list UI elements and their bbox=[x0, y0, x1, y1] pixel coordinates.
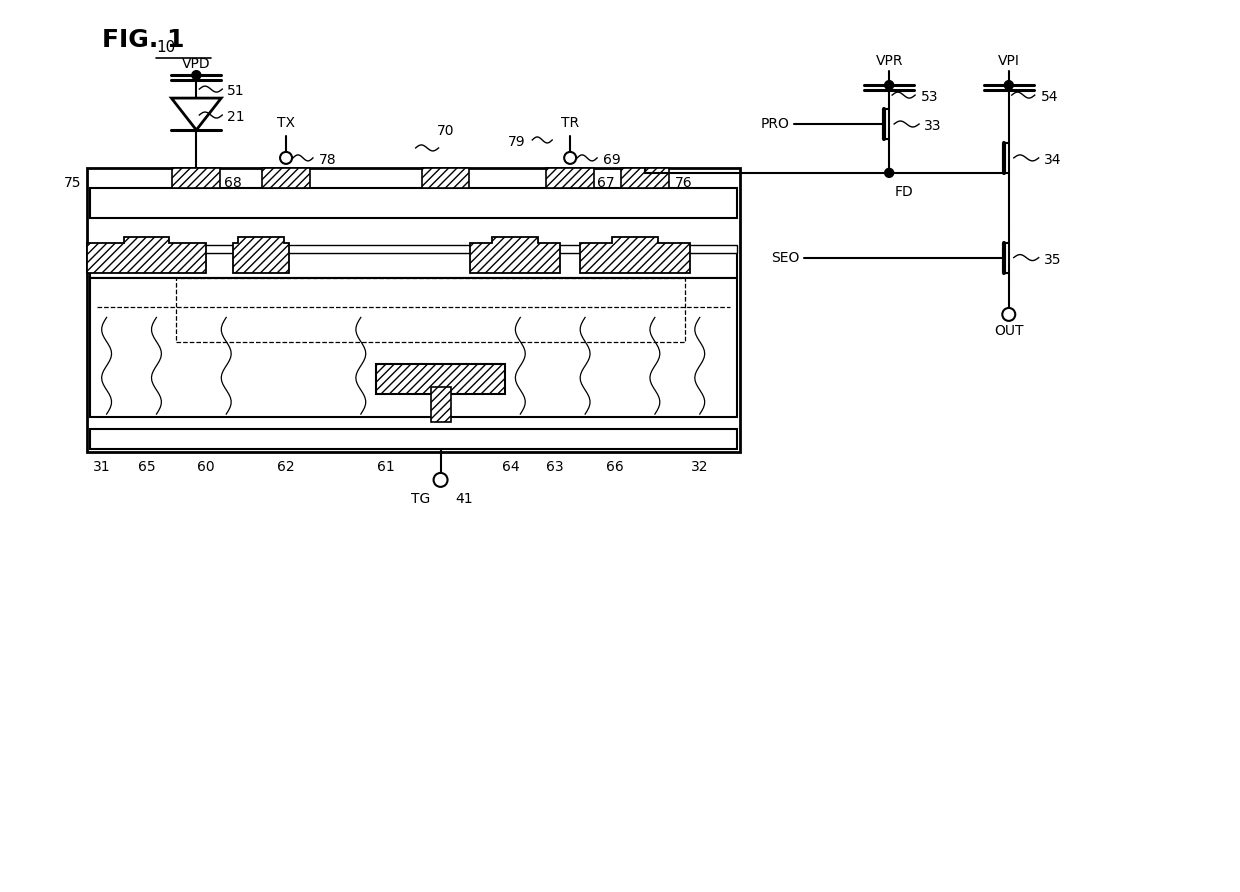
Text: 60: 60 bbox=[197, 460, 215, 474]
Text: 51: 51 bbox=[227, 84, 244, 98]
Text: 68: 68 bbox=[224, 176, 242, 190]
Circle shape bbox=[192, 70, 201, 79]
Polygon shape bbox=[470, 236, 560, 273]
Text: 61: 61 bbox=[377, 460, 394, 474]
Bar bbox=[172, 168, 221, 188]
Text: 69: 69 bbox=[603, 153, 621, 167]
Circle shape bbox=[434, 473, 448, 487]
Text: 76: 76 bbox=[675, 176, 692, 190]
Text: 79: 79 bbox=[507, 135, 526, 149]
Circle shape bbox=[1004, 80, 1013, 89]
Text: 10: 10 bbox=[156, 40, 176, 55]
Text: 21: 21 bbox=[227, 110, 244, 124]
Circle shape bbox=[564, 152, 577, 164]
Bar bbox=[89, 429, 737, 449]
Circle shape bbox=[280, 152, 293, 164]
Text: SEO: SEO bbox=[771, 251, 800, 265]
Text: 35: 35 bbox=[1044, 252, 1061, 267]
Bar bbox=[89, 188, 737, 218]
Text: 53: 53 bbox=[921, 90, 939, 104]
Bar bbox=[422, 168, 470, 188]
Text: VPD: VPD bbox=[182, 57, 211, 71]
Text: TG: TG bbox=[410, 491, 430, 506]
Polygon shape bbox=[87, 236, 206, 273]
Text: 62: 62 bbox=[278, 460, 295, 474]
Text: 65: 65 bbox=[138, 460, 155, 474]
Bar bbox=[89, 277, 737, 417]
Polygon shape bbox=[171, 98, 221, 130]
Text: TR: TR bbox=[560, 116, 579, 130]
Text: 78: 78 bbox=[319, 153, 336, 167]
Text: 70: 70 bbox=[436, 124, 454, 138]
Circle shape bbox=[884, 80, 894, 89]
Bar bbox=[621, 168, 668, 188]
Text: VPI: VPI bbox=[998, 54, 1019, 68]
Text: FIG. 1: FIG. 1 bbox=[102, 29, 184, 53]
Bar bbox=[176, 277, 684, 343]
Bar bbox=[262, 168, 310, 188]
Text: 41: 41 bbox=[455, 491, 474, 506]
Bar bbox=[376, 364, 506, 394]
Text: 66: 66 bbox=[606, 460, 624, 474]
Circle shape bbox=[884, 169, 894, 178]
Text: 64: 64 bbox=[501, 460, 520, 474]
Bar bbox=[89, 244, 737, 252]
Bar bbox=[89, 252, 737, 277]
Text: OUT: OUT bbox=[994, 325, 1023, 338]
Polygon shape bbox=[233, 236, 289, 273]
Polygon shape bbox=[580, 236, 689, 273]
Text: TX: TX bbox=[277, 116, 295, 130]
Bar bbox=[87, 168, 739, 452]
Text: 63: 63 bbox=[547, 460, 564, 474]
Text: 34: 34 bbox=[1044, 153, 1061, 167]
Bar bbox=[547, 168, 594, 188]
Text: PRO: PRO bbox=[760, 117, 790, 131]
Bar bbox=[430, 387, 450, 422]
Text: 67: 67 bbox=[598, 176, 615, 190]
Text: 31: 31 bbox=[93, 460, 110, 474]
Text: 32: 32 bbox=[691, 460, 708, 474]
Text: 54: 54 bbox=[1040, 90, 1058, 104]
Text: VPR: VPR bbox=[875, 54, 903, 68]
Circle shape bbox=[1002, 308, 1016, 321]
Text: 75: 75 bbox=[64, 176, 82, 190]
Text: FD: FD bbox=[894, 185, 913, 199]
Text: 33: 33 bbox=[924, 119, 941, 133]
